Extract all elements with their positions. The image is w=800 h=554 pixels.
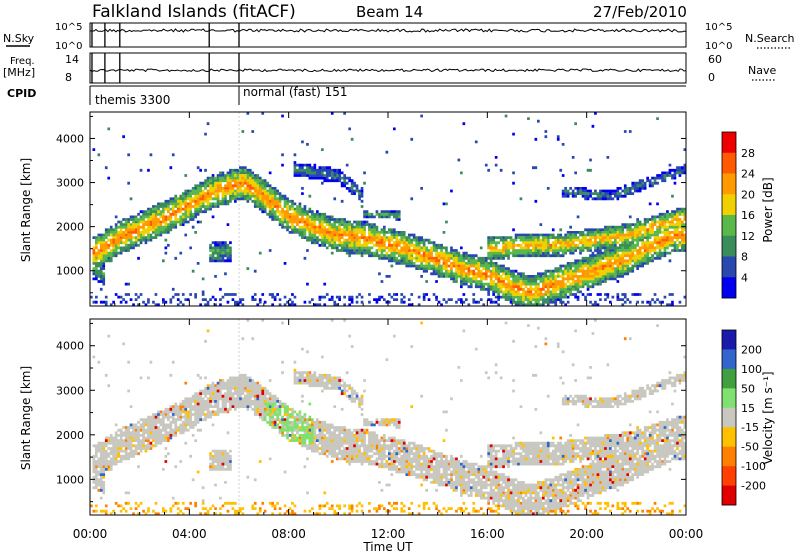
velocity-ytick-label-2: 3000 [56,384,84,397]
cpid-segment-2: normal (fast) 151 [243,85,347,99]
station-title: Falkland Islands (fitACF) [92,2,296,22]
power-ytick-label-3: 4000 [56,132,84,145]
power-colorbar-frame [721,131,737,299]
velocity-ytick-label-1: 2000 [56,429,84,442]
velocity-ytick-label-3: 4000 [56,340,84,353]
power-ylabel: Slant Range [km] [19,158,33,262]
velocity-cells-5 [263,402,314,445]
nsearch-label: N.Search [745,32,795,45]
velocity-colorbar-tick-6: -100 [741,460,766,473]
power-colorbar-tick-2: 12 [741,230,755,243]
velocity-colorbar: 200 100 50 15 -15 -50 -100 -200 [721,329,766,506]
power-colorbar-swatch-4 [722,215,736,237]
power-colorbar-tick-4: 20 [741,188,755,201]
nsky-tick-high: 10^5 [55,22,82,33]
power-colorbar-label: Power [dB] [761,177,775,242]
date-title: 27/Feb/2010 [593,3,687,21]
cpid-label: CPID [7,87,36,100]
power-panel: 1000 2000 3000 4000 Slant Range [km] [19,111,687,307]
velocity-colorbar-swatch-0 [722,330,736,350]
velocity-colorbar-frame [721,329,737,506]
velocity-colorbar-swatch-4 [722,407,736,428]
power-ytick-label-0: 1000 [56,265,84,278]
velocity-colorbar-swatch-3 [722,388,736,409]
velocity-colorbar-swatch-5 [722,427,736,447]
velocity-colorbar-tick-1: 100 [741,363,762,376]
x-tick-label-1: 04:00 [172,527,207,541]
beam-title: Beam 14 [356,3,423,21]
nsearch-tick-low: 10^0 [705,41,732,52]
velocity-colorbar-swatch-6 [722,446,736,467]
nave-label: Nave [748,64,776,77]
power-colorbar-swatch-1 [722,152,736,174]
nave-tick-high: 60 [708,53,722,66]
power-ytick-label-1: 2000 [56,221,84,234]
nsky-panel: N.Sky 10^5 10^0 10^5 10^0 N.Search [3,22,795,52]
freq-panel: Freq. [MHz] 14 8 60 0 Nave [3,52,776,84]
velocity-cells-2 [95,321,687,516]
velocity-colorbar-tick-2: 50 [741,382,755,395]
cpid-segment-1: themis 3300 [95,93,170,107]
velocity-colorbar-tick-7: -200 [741,480,766,493]
power-colorbar-tick-6: 28 [741,147,755,160]
freq-trace-line [89,68,687,73]
velocity-colorbar-swatch-7 [722,466,736,486]
freq-tick-low: 8 [65,71,72,84]
velocity-colorbar-tick-0: 200 [741,343,762,356]
x-axis: 00:00 04:00 08:00 12:00 16:00 20:00 00:00 [73,112,704,541]
nsky-trace-line [89,28,687,33]
x-tick-label-3: 12:00 [371,527,406,541]
power-colorbar: 4 8 12 16 20 24 28 [721,131,755,299]
cpid-row: CPID themis 3300 normal (fast) 151 [7,85,686,107]
power-colorbar-tick-1: 8 [741,251,748,264]
velocity-panel: 1000 2000 3000 4000 Slant Range [km] [19,318,687,516]
power-colorbar-swatch-0 [722,132,736,154]
freq-label-line2: [MHz] [3,66,35,79]
nsky-label: N.Sky [3,32,35,45]
velocity-cells-1 [92,319,687,516]
velocity-ytick-label-0: 1000 [56,473,84,486]
x-tick-label-5: 20:00 [569,527,604,541]
power-cells-3 [92,168,687,304]
power-colorbar-tick-0: 4 [741,271,748,284]
power-colorbar-tick-5: 24 [741,168,755,181]
velocity-colorbar-tick-3: 15 [741,402,755,415]
power-ytick-label-2: 3000 [56,177,84,190]
x-tick-label-4: 16:00 [470,527,505,541]
x-tick-label-6: 00:00 [669,527,704,541]
power-colorbar-swatch-5 [722,235,736,257]
velocity-ylabel: Slant Range [km] [19,366,33,470]
power-colorbar-swatch-2 [722,173,736,195]
velocity-colorbar-swatch-8 [722,485,736,506]
power-cells-4 [92,174,687,301]
velocity-colorbar-label: Velocity [m s⁻¹] [761,371,775,464]
nave-tick-low: 0 [708,71,715,84]
power-colorbar-tick-3: 16 [741,209,755,222]
freq-label-line1: Freq. [10,56,35,67]
nsky-tick-low: 10^0 [55,41,82,52]
nsearch-tick-high: 10^5 [705,22,732,33]
velocity-colorbar-tick-5: -50 [741,441,759,454]
x-tick-label-2: 08:00 [271,527,306,541]
power-colorbar-swatch-6 [722,256,736,278]
power-colorbar-swatch-3 [722,194,736,216]
x-tick-label-0: 00:00 [73,527,108,541]
x-axis-label: Time UT [362,540,413,554]
power-colorbar-swatch-7 [722,277,736,299]
velocity-colorbar-tick-4: -15 [741,421,759,434]
velocity-colorbar-swatch-1 [722,349,736,370]
freq-tick-high: 14 [65,53,79,66]
velocity-colorbar-swatch-2 [722,368,736,389]
